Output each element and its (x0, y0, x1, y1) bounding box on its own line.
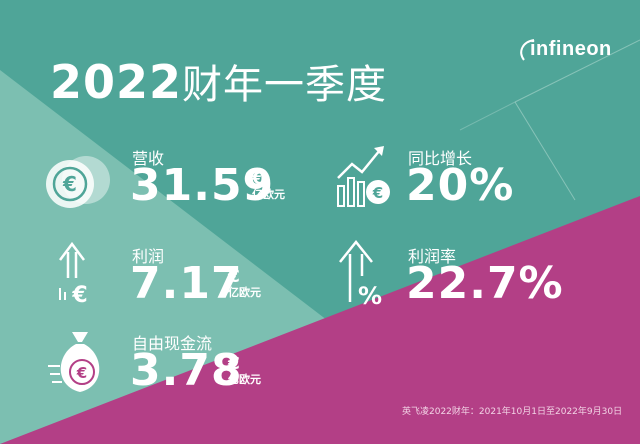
fcf-label: 自由现金流 (132, 334, 213, 353)
footnote: 英飞凌2022财年：2021年10月1日至2022年9月30日 (402, 407, 623, 417)
fcf-value: 3.78 (130, 345, 243, 396)
logo-text: infineon (530, 38, 612, 60)
profit-value: 7.17 (130, 258, 243, 309)
arrow-up-percent-icon: % (339, 239, 382, 308)
svg-text:€: € (372, 184, 383, 202)
revenue-unit-text: 亿欧元 (252, 188, 285, 201)
svg-text:%: % (358, 282, 382, 308)
title-year: 2022 (50, 55, 183, 109)
revenue-currency: € (252, 169, 264, 189)
page-title: 2022财年一季度 (50, 52, 387, 110)
fcf-unit: € 亿欧元 (228, 355, 261, 387)
growth-chart-icon: € (337, 146, 390, 207)
coins-euro-icon: € (46, 156, 110, 208)
fcf-currency: € (228, 354, 240, 374)
logo-swoosh-icon (520, 39, 535, 61)
profit-unit-text: 亿欧元 (228, 286, 261, 299)
revenue-unit: € 亿欧元 (252, 170, 285, 202)
margin-label: 利润率 (408, 247, 457, 266)
fcf-unit-text: 亿欧元 (228, 373, 261, 386)
arrow-up-euro-icon: € (59, 241, 88, 308)
svg-text:€: € (62, 172, 77, 196)
profit-unit: € 亿欧元 (228, 268, 261, 300)
yoy-value: 20% (406, 160, 515, 211)
revenue-value: 31.59 (130, 160, 275, 211)
margin-value: 22.7% (406, 258, 564, 309)
profit-currency: € (228, 267, 240, 287)
revenue-label: 营收 (132, 149, 165, 168)
infineon-logo: infineon (516, 36, 616, 66)
profit-label: 利润 (132, 247, 165, 266)
svg-text:€: € (76, 364, 87, 382)
title-period: 财年一季度 (182, 62, 388, 108)
yoy-label: 同比增长 (408, 149, 473, 168)
money-bag-euro-icon: € (48, 332, 100, 392)
svg-text:€: € (71, 283, 87, 308)
